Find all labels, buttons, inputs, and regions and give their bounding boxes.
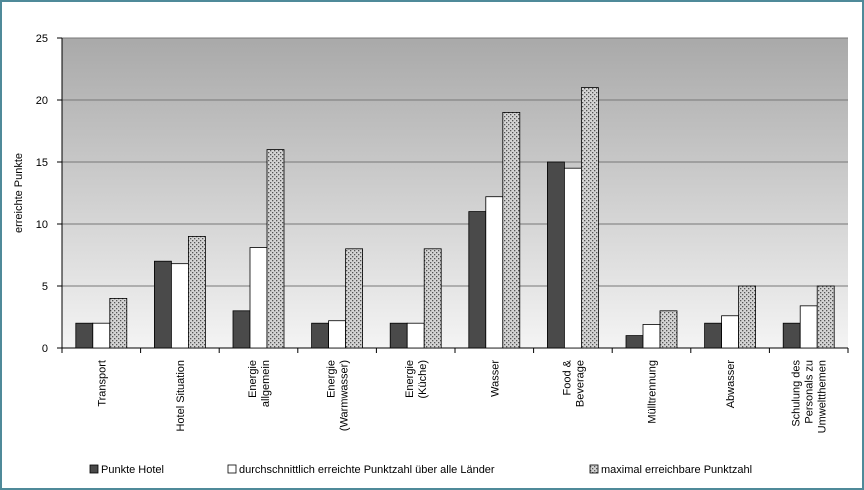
bar — [721, 315, 739, 349]
x-tick-label: Mülltrennung — [647, 360, 659, 424]
bar — [659, 310, 678, 349]
legend-label: maximal erreichbare Punktzahl — [601, 464, 752, 476]
bar — [328, 320, 347, 349]
legend-swatch — [227, 464, 237, 474]
x-tick-label: Food &Beverage — [561, 359, 586, 407]
bar — [738, 285, 756, 349]
bar — [502, 112, 521, 349]
bar — [782, 322, 801, 349]
bar — [249, 247, 268, 349]
legend-label: durchschnittlich erreichte Punktzahl übe… — [239, 464, 495, 476]
bar — [311, 322, 330, 349]
y-tick-label: 0 — [42, 343, 48, 355]
bar — [109, 297, 128, 349]
bar — [485, 196, 504, 349]
legend-swatch — [89, 464, 99, 474]
x-tick-label: Wasser — [489, 360, 501, 397]
bar — [345, 248, 364, 349]
x-tick-label: Energie(Küche) — [404, 360, 429, 399]
y-tick-label: 20 — [36, 95, 48, 107]
bar — [170, 263, 189, 349]
bar — [704, 322, 722, 349]
bar — [389, 322, 408, 349]
bar — [468, 211, 487, 349]
x-tick-label: Hotel Situation — [175, 360, 187, 432]
bar — [547, 161, 565, 349]
bar — [564, 167, 582, 349]
y-tick-label: 15 — [36, 157, 48, 169]
bar — [423, 248, 442, 349]
x-tick-label: Abwasser — [725, 360, 737, 409]
bar — [581, 87, 599, 349]
bar — [92, 322, 111, 349]
bar — [799, 305, 818, 349]
bar — [406, 322, 425, 349]
bar — [642, 324, 661, 349]
y-axis-label: erreichte Punkte — [13, 153, 25, 233]
bar — [232, 310, 251, 349]
x-tick-label: Transport — [96, 360, 108, 407]
legend-label: Punkte Hotel — [101, 464, 164, 476]
y-tick-label: 25 — [36, 33, 48, 45]
x-tick-label: Energieallgemein — [247, 360, 272, 407]
legend-swatch — [589, 464, 599, 474]
y-tick-label: 10 — [36, 219, 48, 231]
bar — [816, 285, 835, 349]
bar — [266, 149, 285, 349]
bar — [625, 335, 644, 349]
x-tick-label: Schulung desPersonals zuUmweltthemen — [791, 360, 829, 434]
bar — [187, 235, 206, 349]
bar — [153, 260, 172, 349]
y-tick-label: 5 — [42, 281, 48, 293]
x-tick-label: Energie(Warmwasser) — [326, 360, 351, 431]
bar — [75, 322, 94, 349]
